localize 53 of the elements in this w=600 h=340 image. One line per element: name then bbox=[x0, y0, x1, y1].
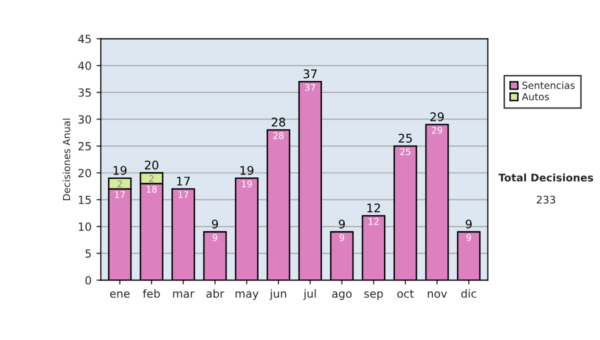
legend-label: Sentencias bbox=[522, 81, 575, 90]
y-tick-label: 45 bbox=[78, 34, 91, 44]
total-label: 29 bbox=[430, 112, 444, 122]
y-tick-label: 0 bbox=[85, 276, 92, 285]
total-label: 9 bbox=[338, 220, 345, 229]
data-label: 2 bbox=[118, 180, 122, 188]
data-label: 9 bbox=[466, 234, 472, 242]
total-label: 20 bbox=[144, 160, 158, 170]
x-tick-label: mar bbox=[173, 291, 194, 298]
y-tick-label: 15 bbox=[78, 196, 91, 204]
total-label: 9 bbox=[212, 220, 218, 229]
data-label: 2 bbox=[149, 175, 154, 182]
x-tick-label: ene bbox=[110, 291, 130, 298]
total-label: 17 bbox=[177, 176, 190, 186]
data-label: 19 bbox=[242, 180, 252, 188]
total-label: 19 bbox=[114, 166, 127, 175]
total-label: 19 bbox=[240, 166, 254, 175]
total-label: 25 bbox=[398, 134, 412, 143]
data-label: 37 bbox=[305, 84, 316, 91]
x-tick-label: feb bbox=[142, 289, 160, 298]
data-label: 25 bbox=[400, 148, 410, 156]
x-tick-label: oct bbox=[397, 290, 414, 298]
data-label: 17 bbox=[115, 191, 125, 198]
data-label: 28 bbox=[273, 132, 284, 140]
data-label: 29 bbox=[432, 126, 442, 134]
text: 233 bbox=[536, 196, 556, 204]
y-tick-label: 10 bbox=[78, 222, 92, 231]
total-label: 9 bbox=[466, 220, 472, 229]
data-label: 9 bbox=[212, 234, 218, 242]
data-label: 12 bbox=[368, 218, 378, 225]
x-tick-label: may bbox=[236, 291, 258, 300]
total-label: 37 bbox=[304, 69, 317, 78]
data-label: 9 bbox=[340, 234, 344, 242]
y-tick-label: 5 bbox=[86, 249, 91, 258]
total-label: 12 bbox=[367, 203, 380, 212]
x-tick-label: dic bbox=[461, 289, 476, 298]
data-label: 17 bbox=[178, 191, 188, 198]
x-tick-label: sep bbox=[364, 291, 383, 300]
x-tick-label: jul bbox=[303, 289, 316, 300]
y-axis-title: Decisiones Anual bbox=[62, 118, 70, 200]
x-tick-label: abr bbox=[206, 289, 224, 298]
legend-label: Autos bbox=[522, 93, 549, 100]
y-tick-label: 30 bbox=[78, 115, 92, 124]
x-tick-label: jun bbox=[270, 289, 286, 300]
total-label: 28 bbox=[272, 118, 286, 127]
data-label: 18 bbox=[146, 186, 157, 193]
y-tick-label: 20 bbox=[78, 168, 92, 178]
y-tick-label: 40 bbox=[78, 62, 92, 70]
x-tick-label: ago bbox=[332, 291, 352, 300]
y-tick-label: 25 bbox=[78, 142, 91, 150]
text: Total Decisiones bbox=[498, 173, 594, 182]
x-tick-label: nov bbox=[428, 291, 447, 298]
y-tick-label: 35 bbox=[78, 88, 91, 97]
